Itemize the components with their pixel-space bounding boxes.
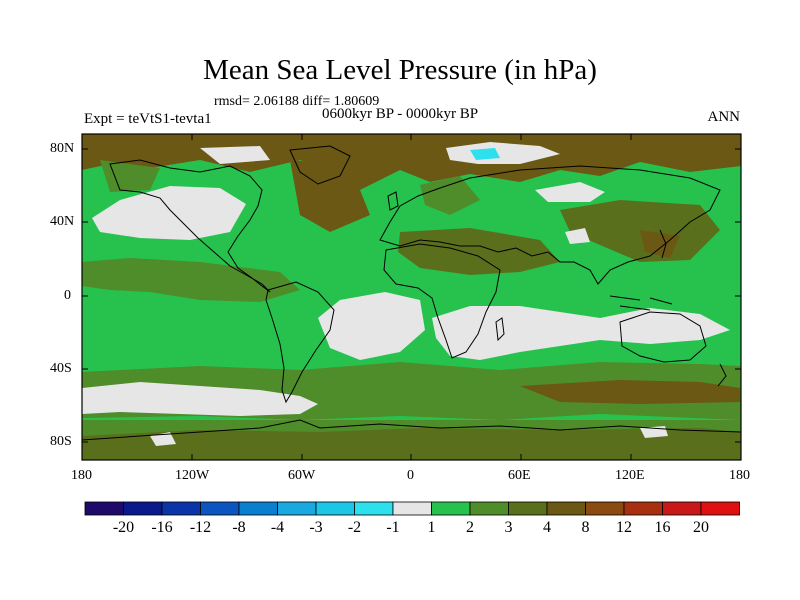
colorbar-box bbox=[84, 501, 124, 516]
colorbar-label: 8 bbox=[581, 519, 590, 536]
colorbar-box bbox=[277, 501, 317, 516]
colorbar-label: 16 bbox=[654, 519, 671, 536]
field-grey-npacific bbox=[92, 186, 246, 240]
experiment-label: Expt = teVtS1-tevta1 bbox=[84, 111, 212, 127]
stats-label: rmsd= 2.06188 diff= 1.80609 bbox=[214, 94, 380, 109]
colorbar-box bbox=[700, 501, 740, 516]
colorbar-label: -16 bbox=[151, 519, 173, 536]
coast-new-zealand bbox=[717, 363, 727, 387]
lon-label-60w: 60W bbox=[288, 468, 316, 483]
colorbar-label: -20 bbox=[112, 519, 135, 536]
colorbar-label: -8 bbox=[232, 519, 246, 536]
field-grey-china bbox=[565, 228, 590, 244]
coast-greenland bbox=[289, 145, 351, 185]
colorbar-box bbox=[662, 501, 702, 516]
colorbar-label: 3 bbox=[504, 519, 513, 536]
ticks bbox=[82, 134, 741, 460]
field-asia bbox=[560, 200, 720, 262]
colorbar-box bbox=[161, 501, 201, 516]
colorbar-box bbox=[200, 501, 240, 516]
colorbar-label: -12 bbox=[189, 519, 212, 536]
coast-australia bbox=[619, 311, 707, 363]
field-antarctic-inner bbox=[82, 428, 741, 460]
field-grey-arctic bbox=[446, 142, 560, 164]
colorbar-box bbox=[546, 501, 586, 516]
colorbar-box bbox=[508, 501, 548, 516]
colorbar-box bbox=[431, 501, 471, 516]
lat-label-0: 0 bbox=[64, 288, 71, 303]
colorbar-label: -2 bbox=[347, 519, 362, 536]
season-label: ANN bbox=[707, 109, 741, 125]
colorbar-label: -1 bbox=[386, 519, 400, 536]
field-tropical-pacific bbox=[82, 258, 300, 302]
colorbar-box bbox=[123, 501, 163, 516]
lat-label-40s: 40S bbox=[50, 361, 72, 376]
coast-north-america bbox=[109, 159, 271, 293]
lon-label-0: 0 bbox=[407, 468, 414, 483]
lat-label-40n: 40N bbox=[50, 214, 75, 229]
lat-label-80n: 80N bbox=[50, 141, 75, 156]
colorbar-label: -3 bbox=[309, 519, 323, 536]
colorbar-label: 1 bbox=[427, 519, 436, 536]
colorbar-label: -4 bbox=[270, 519, 285, 536]
field-grey-patch-1 bbox=[150, 432, 176, 446]
colorbar-box bbox=[469, 501, 509, 516]
colorbar-box bbox=[585, 501, 625, 516]
colorbar-box bbox=[623, 501, 663, 516]
coastlines bbox=[82, 145, 741, 441]
lon-label-60e: 60E bbox=[508, 468, 531, 483]
period-label: 0600kyr BP - 0000kyr BP bbox=[322, 106, 479, 122]
lat-label-80s: 80S bbox=[50, 434, 72, 449]
coast-madagascar bbox=[495, 317, 505, 342]
coast-japan bbox=[659, 229, 667, 259]
coast-eurasia bbox=[379, 165, 721, 285]
colorbar-label: 20 bbox=[693, 519, 709, 536]
colorbar-box bbox=[392, 501, 432, 516]
field-cyan-arctic bbox=[470, 148, 500, 160]
map-title: Mean Sea Level Pressure (in hPa) bbox=[203, 54, 597, 86]
colorbar-box bbox=[315, 501, 355, 516]
coast-africa bbox=[383, 243, 501, 359]
lon-label-180w: 180 bbox=[71, 468, 92, 483]
coast-antarctica bbox=[82, 419, 741, 441]
lon-label-180e: 180 bbox=[729, 468, 750, 483]
coast-uk bbox=[387, 191, 399, 211]
colorbar-label: 4 bbox=[543, 519, 551, 536]
field-europe bbox=[420, 176, 480, 215]
coast-south-america bbox=[265, 281, 335, 404]
field-tibet bbox=[640, 230, 680, 258]
field-north-atlantic bbox=[290, 160, 370, 232]
field-grey-spacific bbox=[82, 382, 318, 416]
colorbar-label: 2 bbox=[466, 519, 474, 536]
field-grey-satlantic bbox=[318, 292, 425, 360]
colorbar-box bbox=[238, 501, 278, 516]
field-grey-indian bbox=[432, 306, 730, 360]
field-sahara bbox=[398, 228, 560, 275]
field-alaska bbox=[100, 160, 160, 192]
field-southern-brown bbox=[520, 380, 740, 404]
field-grey-canada-arctic bbox=[200, 146, 270, 164]
colorbar-label: 12 bbox=[616, 519, 632, 536]
colorbar bbox=[84, 501, 740, 516]
coast-indonesia bbox=[609, 295, 673, 311]
map-field bbox=[82, 134, 741, 460]
lon-label-120w: 120W bbox=[175, 468, 210, 483]
lon-label-120e: 120E bbox=[615, 468, 645, 483]
field-grey-siberia bbox=[535, 182, 605, 202]
colorbar-box bbox=[354, 501, 394, 516]
